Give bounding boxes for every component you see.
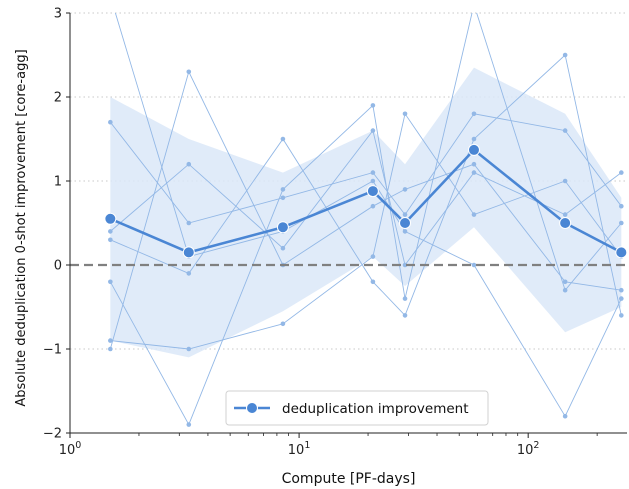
run-line bbox=[109, 113, 622, 224]
series-point bbox=[104, 212, 117, 225]
run-point bbox=[619, 287, 624, 293]
run-point bbox=[471, 170, 477, 175]
run-point bbox=[370, 170, 376, 175]
run-point bbox=[280, 195, 286, 201]
run-point bbox=[619, 220, 624, 226]
run-point bbox=[280, 187, 286, 192]
run-point bbox=[619, 313, 624, 318]
run-point bbox=[370, 128, 376, 133]
run-point bbox=[186, 69, 192, 75]
run-point bbox=[619, 203, 624, 209]
run-point bbox=[471, 161, 477, 167]
run-point bbox=[471, 212, 477, 217]
run-point bbox=[402, 212, 408, 217]
run-point bbox=[402, 229, 408, 234]
run-point bbox=[108, 346, 113, 352]
run-point bbox=[402, 296, 408, 301]
x-tick-label: 100 bbox=[59, 440, 82, 458]
y-tick-label: −2 bbox=[43, 427, 62, 442]
band-layer bbox=[110, 67, 622, 358]
run-point bbox=[402, 262, 408, 268]
legend-swatch-marker bbox=[246, 402, 258, 414]
run-point bbox=[471, 111, 477, 117]
legend-label: deduplication improvement bbox=[282, 401, 469, 417]
run-line bbox=[110, 54, 622, 317]
run-point bbox=[562, 287, 568, 293]
run-point bbox=[562, 212, 568, 217]
axes-layer bbox=[69, 13, 627, 434]
run-point bbox=[108, 279, 113, 285]
run-point bbox=[402, 111, 408, 117]
series-point bbox=[559, 217, 572, 229]
run-point bbox=[186, 161, 192, 167]
run-point bbox=[186, 271, 192, 276]
run-point bbox=[471, 136, 477, 142]
series-point bbox=[399, 217, 412, 229]
run-point bbox=[370, 103, 376, 108]
run-point bbox=[402, 313, 408, 318]
run-point bbox=[562, 52, 568, 58]
run-point bbox=[619, 296, 624, 301]
run-point bbox=[370, 203, 376, 209]
series-line bbox=[109, 148, 622, 254]
run-point bbox=[280, 321, 286, 327]
run-line bbox=[109, 70, 622, 350]
y-axis-title: Absolute deduplication 0-shot improvemen… bbox=[14, 49, 29, 406]
run-point bbox=[562, 128, 568, 133]
run-point bbox=[280, 136, 286, 142]
run-point bbox=[280, 245, 286, 251]
y-tick-label: −1 bbox=[43, 343, 62, 358]
run-point bbox=[186, 346, 192, 352]
series-layer bbox=[104, 143, 627, 259]
run-point bbox=[370, 178, 376, 184]
series-point bbox=[366, 185, 379, 198]
run-point bbox=[471, 262, 477, 268]
series-point bbox=[276, 221, 289, 234]
legend: deduplication improvement bbox=[225, 390, 489, 426]
run-point bbox=[562, 178, 568, 184]
run-point bbox=[562, 279, 568, 285]
run-point bbox=[108, 338, 113, 343]
y-tick-label: 1 bbox=[54, 175, 62, 190]
runs-layer bbox=[108, 2, 624, 427]
run-point bbox=[108, 119, 113, 125]
run-point bbox=[186, 422, 192, 427]
run-point bbox=[619, 170, 624, 175]
run-point bbox=[186, 220, 192, 226]
y-tick-label: 3 bbox=[54, 7, 62, 22]
legend-box bbox=[225, 390, 489, 426]
x-axis-title: Compute [PF-days] bbox=[282, 471, 416, 487]
run-point bbox=[562, 413, 568, 419]
run-point bbox=[402, 187, 408, 192]
y-tick-label: 2 bbox=[54, 91, 62, 106]
run-point bbox=[370, 254, 376, 259]
run-point bbox=[370, 279, 376, 285]
series-point bbox=[467, 143, 480, 156]
run-point bbox=[472, 2, 477, 7]
run-line bbox=[110, 112, 622, 350]
run-line bbox=[109, 13, 622, 426]
run-point bbox=[108, 237, 113, 243]
confidence-band bbox=[110, 67, 622, 358]
series-point bbox=[182, 246, 195, 259]
run-point bbox=[108, 229, 113, 234]
series-point bbox=[615, 246, 627, 259]
x-tick-label: 102 bbox=[517, 440, 540, 458]
x-tick-label: 101 bbox=[288, 440, 311, 458]
y-tick-label: 0 bbox=[54, 259, 62, 274]
